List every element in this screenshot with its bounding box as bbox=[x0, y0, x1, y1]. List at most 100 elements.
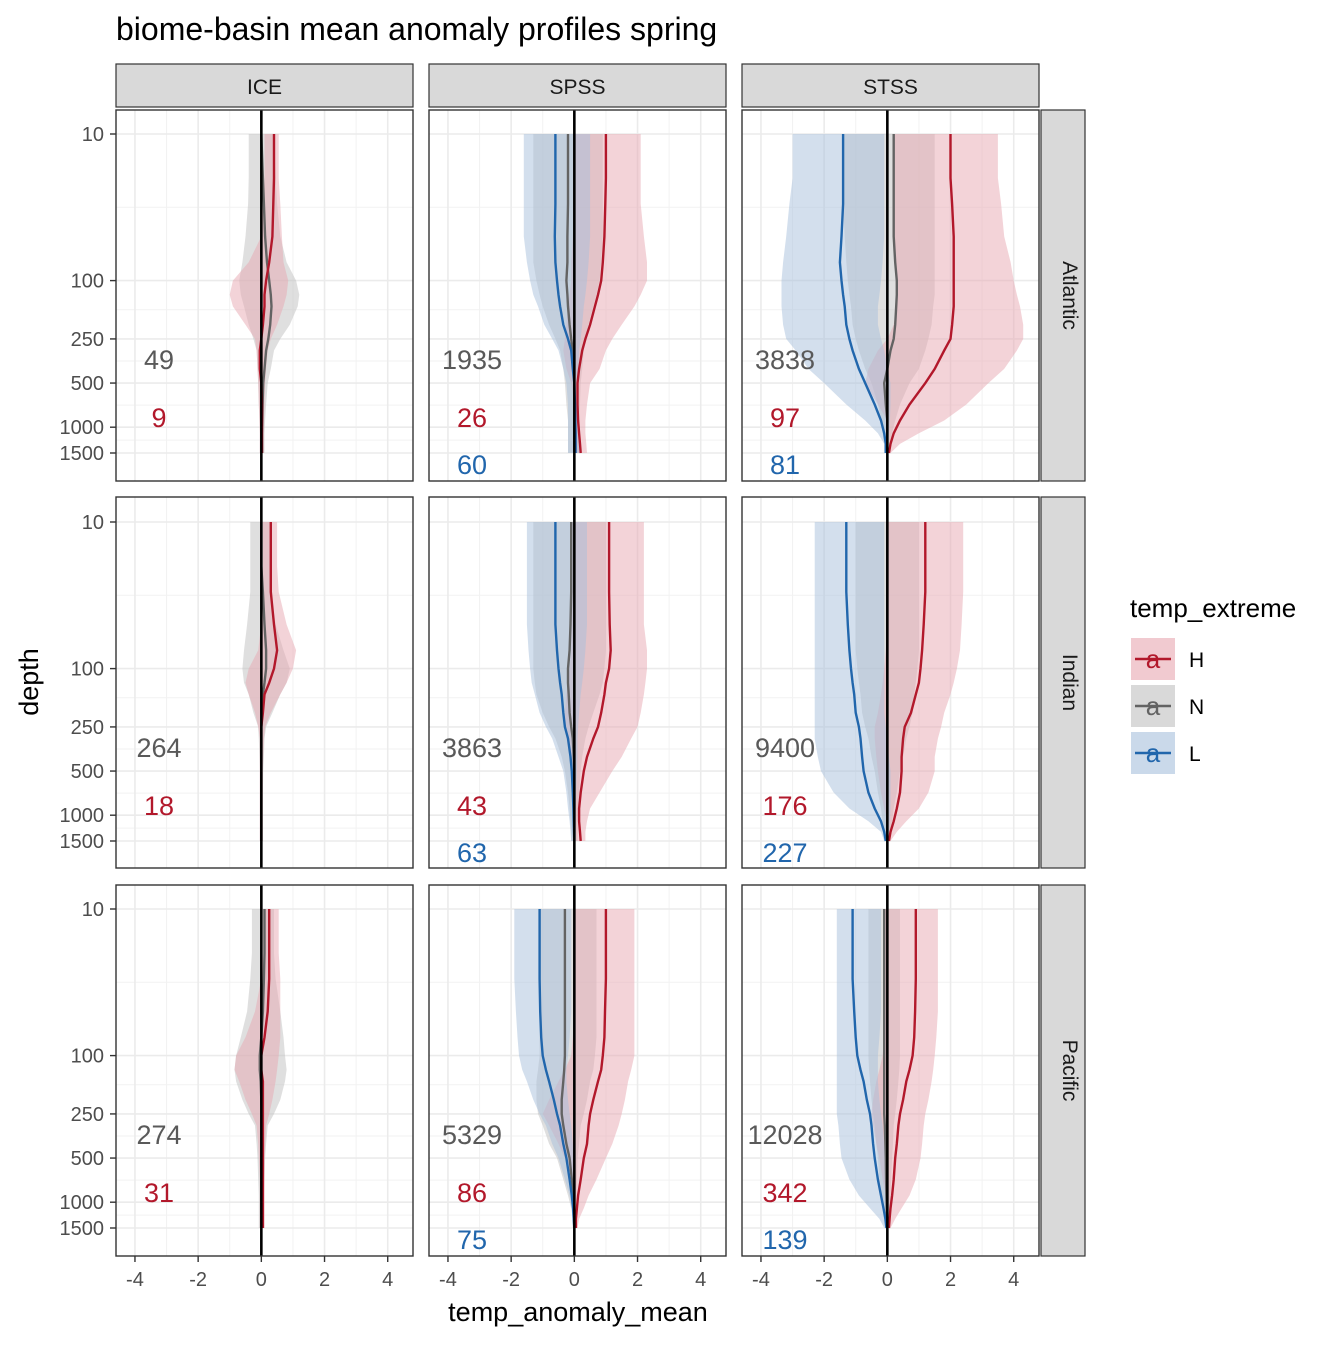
facet-label-pacific: Pacific bbox=[1058, 1040, 1081, 1102]
y-tick-label: 250 bbox=[71, 717, 104, 739]
count-label-H: 31 bbox=[144, 1178, 174, 1208]
panel-border bbox=[741, 884, 1040, 1257]
mean-line-H bbox=[887, 134, 955, 454]
y-tick-label: 250 bbox=[71, 1104, 104, 1126]
count-label-H: 342 bbox=[762, 1178, 807, 1208]
facet-strip-atlantic bbox=[1040, 109, 1086, 482]
facet-strip-stss bbox=[741, 63, 1040, 108]
panel-border bbox=[115, 109, 414, 482]
count-label-N: 9400 bbox=[755, 733, 815, 763]
chart-title: biome-basin mean anomaly profiles spring bbox=[116, 11, 717, 47]
x-tick-label: -4 bbox=[126, 1269, 144, 1291]
x-tick-label: 0 bbox=[569, 1269, 580, 1291]
y-tick-label: 1500 bbox=[60, 1218, 105, 1240]
x-tick-label: 0 bbox=[256, 1269, 267, 1291]
facet-strip-pacific bbox=[1040, 884, 1086, 1257]
count-label-H: 86 bbox=[457, 1178, 487, 1208]
x-axis-title: temp_anomaly_mean bbox=[448, 1297, 708, 1327]
ribbon-L bbox=[781, 134, 891, 453]
facet-label-atlantic: Atlantic bbox=[1058, 261, 1081, 330]
mean-line-L bbox=[538, 909, 576, 1229]
panel-data bbox=[514, 909, 635, 1229]
panel-border bbox=[428, 496, 727, 869]
count-label-N: 274 bbox=[136, 1120, 181, 1150]
count-label-L: 139 bbox=[762, 1225, 807, 1255]
y-tick-label: 100 bbox=[71, 659, 104, 681]
count-label-N: 3838 bbox=[755, 345, 815, 375]
legend-key-glyph: a bbox=[1146, 738, 1161, 768]
count-label-H: 18 bbox=[144, 791, 174, 821]
facet-label-ice: ICE bbox=[247, 76, 282, 99]
panel-border bbox=[428, 884, 727, 1257]
x-tick-label: 0 bbox=[882, 1269, 893, 1291]
y-tick-label: 100 bbox=[71, 271, 104, 293]
y-tick-label: 1000 bbox=[60, 805, 105, 827]
y-tick-label: 500 bbox=[71, 373, 104, 395]
panel-indian-ice: 264 18 bbox=[115, 496, 414, 869]
facet-label-stss: STSS bbox=[863, 76, 918, 99]
mean-line-L bbox=[851, 909, 888, 1229]
x-tick-label: 4 bbox=[382, 1269, 393, 1291]
y-axis-title: depth bbox=[14, 648, 44, 716]
legend-label-L: L bbox=[1189, 743, 1201, 766]
mean-line-H bbox=[887, 522, 927, 842]
facet-label-indian: Indian bbox=[1058, 654, 1081, 711]
count-label-N: 3863 bbox=[442, 733, 502, 763]
count-label-N: 12028 bbox=[747, 1120, 822, 1150]
mean-line-L bbox=[838, 134, 887, 453]
count-label-L: 81 bbox=[770, 450, 800, 480]
y-tick-label: 1500 bbox=[60, 443, 105, 465]
mean-line-H bbox=[574, 909, 608, 1228]
y-tick-label: 10 bbox=[82, 512, 104, 534]
y-tick-label: 1000 bbox=[60, 417, 105, 439]
count-label-L: 75 bbox=[457, 1225, 487, 1255]
panel-border bbox=[115, 496, 414, 869]
y-tick-label: 10 bbox=[82, 899, 104, 921]
facet-strip-indian bbox=[1040, 496, 1086, 869]
legend-title: temp_extreme bbox=[1130, 593, 1296, 623]
mean-line-H bbox=[260, 909, 271, 1228]
legend-key-glyph: a bbox=[1146, 691, 1161, 721]
panel-indian-spss: 3863 43 63 bbox=[428, 496, 727, 869]
mean-line-H bbox=[576, 134, 608, 454]
legend-label-H: H bbox=[1189, 649, 1204, 672]
y-tick-label: 1500 bbox=[60, 831, 105, 853]
ribbon-L bbox=[836, 909, 888, 1228]
x-tick-label: -2 bbox=[502, 1269, 520, 1291]
count-label-H: 97 bbox=[770, 403, 800, 433]
panel-pacific-ice: 274 31 bbox=[115, 884, 414, 1257]
panel-atlantic-stss: 3838 97 81 bbox=[741, 109, 1040, 482]
count-label-L: 227 bbox=[762, 838, 807, 868]
x-tick-label: -2 bbox=[815, 1269, 833, 1291]
count-label-N: 264 bbox=[136, 733, 181, 763]
count-label-L: 63 bbox=[457, 838, 487, 868]
count-label-H: 176 bbox=[762, 791, 807, 821]
panel-atlantic-spss: 1935 26 60 bbox=[428, 109, 727, 482]
legend: temp_extreme a Ha Na L bbox=[1130, 593, 1296, 774]
panel-data bbox=[526, 522, 647, 842]
legend-label-N: N bbox=[1189, 696, 1204, 719]
panel-pacific-spss: 5329 86 75 bbox=[428, 884, 727, 1257]
x-tick-label: -4 bbox=[752, 1269, 770, 1291]
mean-line-H bbox=[887, 909, 917, 1229]
y-tick-label: 10 bbox=[82, 124, 104, 146]
y-tick-label: 250 bbox=[71, 329, 104, 351]
panel-data bbox=[781, 134, 1024, 454]
panel-border bbox=[741, 109, 1040, 482]
count-label-L: 60 bbox=[457, 450, 487, 480]
legend-key-glyph: a bbox=[1146, 644, 1161, 674]
count-label-N: 5329 bbox=[442, 1120, 502, 1150]
facet-strip-ice bbox=[115, 63, 414, 108]
count-label-H: 43 bbox=[457, 791, 487, 821]
count-label-H: 26 bbox=[457, 403, 487, 433]
panel-border bbox=[428, 109, 727, 482]
count-label-H: 9 bbox=[151, 403, 166, 433]
y-tick-label: 500 bbox=[71, 1148, 104, 1170]
mean-line-L bbox=[845, 522, 887, 842]
y-tick-label: 1000 bbox=[60, 1192, 105, 1214]
